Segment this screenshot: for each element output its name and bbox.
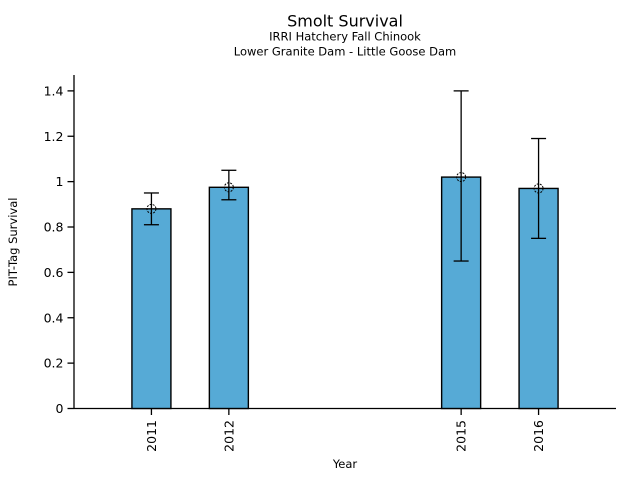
chart-subtitle-line1: IRRI Hatchery Fall Chinook (269, 30, 421, 44)
point-marker-2015 (456, 172, 467, 183)
y-tick-label: 0.8 (44, 220, 64, 235)
point-marker-2012 (223, 182, 234, 193)
y-tick-label: 1.2 (44, 129, 64, 144)
chart-subtitle-line2: Lower Granite Dam - Little Goose Dam (234, 45, 456, 59)
y-tick-label: 1 (56, 174, 64, 189)
y-tick-label: 0.2 (44, 356, 64, 371)
x-axis-label: Year (332, 457, 358, 471)
x-tick-label: 2012 (221, 420, 236, 452)
point-marker-2016 (533, 183, 544, 194)
y-tick-label: 0.6 (44, 265, 64, 280)
bar-2012 (208, 186, 250, 410)
y-tick-label: 0 (56, 401, 64, 416)
y-tick-label: 0.4 (44, 310, 64, 325)
bar-2011 (131, 208, 172, 410)
point-marker-2011 (146, 203, 157, 214)
chart-title: Smolt Survival (287, 12, 403, 31)
x-tick-label: 2011 (144, 420, 159, 452)
y-tick-label: 1.4 (44, 83, 64, 98)
x-tick-label: 2016 (531, 420, 546, 452)
plot-area: 0 0.2 0.4 0.6 0.8 1 1.2 1.4 2011 2012 2015 2016 (44, 75, 616, 452)
x-tick-label: 2015 (454, 420, 469, 452)
y-axis-label: PIT-Tag Survival (6, 198, 20, 287)
